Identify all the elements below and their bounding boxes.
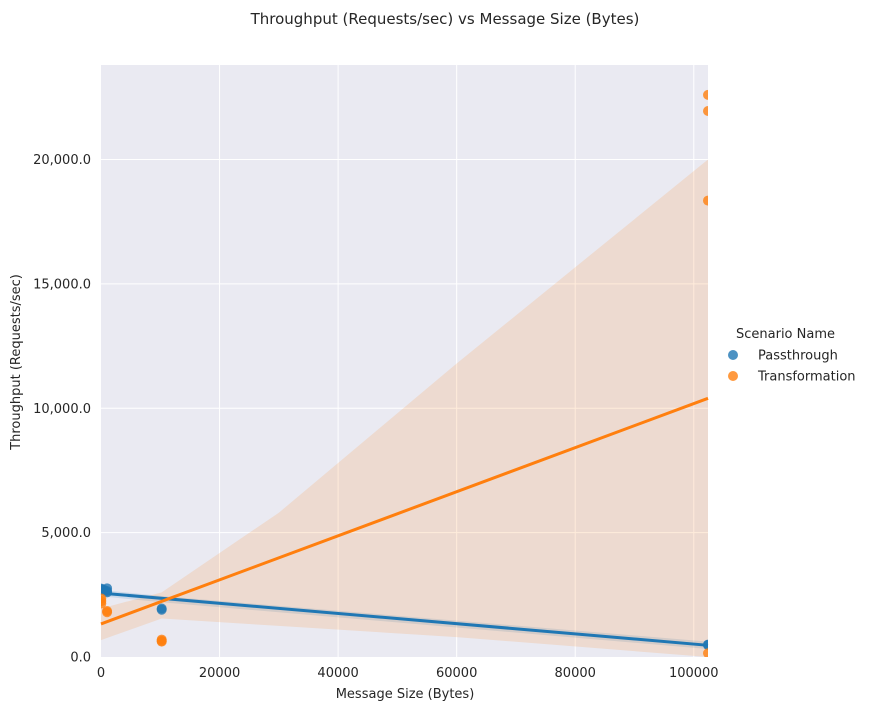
- x-axis-ticks: 0 20000 40000 60000 80000 100000: [97, 666, 719, 681]
- data-point-passthrough: [156, 604, 167, 615]
- x-axis-label: Message Size (Bytes): [336, 687, 475, 702]
- data-point-transformation: [703, 195, 708, 206]
- x-tick-label: 60000: [436, 666, 477, 681]
- legend-marker-transformation: [728, 371, 738, 381]
- x-tick-label: 80000: [555, 666, 596, 681]
- legend-items: Passthrough Transformation: [728, 349, 856, 385]
- data-point-transformation: [703, 106, 708, 117]
- confidence-band-transformation: [101, 159, 708, 658]
- y-axis-ticks: 0.0 5,000.0 10,000.0 15,000.0 20,000.0: [33, 153, 91, 665]
- x-tick-label: 40000: [317, 666, 358, 681]
- y-tick-label: 10,000.0: [33, 402, 91, 417]
- regression-lines: [100, 396, 709, 647]
- data-point-passthrough: [703, 640, 708, 651]
- y-tick-label: 0.0: [70, 651, 91, 666]
- data-point-transformation: [101, 598, 107, 609]
- data-point-transformation: [703, 89, 708, 100]
- chart-title: Throughput (Requests/sec) vs Message Siz…: [250, 10, 640, 28]
- legend-label-passthrough: Passthrough: [758, 349, 838, 364]
- regression-line-transformation: [100, 396, 709, 626]
- y-axis-label: Throughput (Requests/sec): [9, 274, 24, 451]
- legend-title: Scenario Name: [736, 327, 835, 342]
- plot-area: [101, 65, 708, 657]
- data-point-transformation: [703, 648, 708, 657]
- regression-line-passthrough: [100, 591, 709, 647]
- legend: Scenario Name Passthrough Transformation: [728, 327, 856, 385]
- legend-label-transformation: Transformation: [757, 370, 856, 385]
- y-tick-label: 5,000.0: [41, 526, 91, 541]
- data-points: [101, 89, 708, 657]
- y-tick-label: 15,000.0: [33, 277, 91, 292]
- y-tick-label: 20,000.0: [33, 153, 91, 168]
- data-point-transformation: [102, 607, 113, 618]
- legend-marker-passthrough: [728, 350, 738, 360]
- x-tick-label: 0: [97, 666, 105, 681]
- data-point-transformation: [156, 636, 167, 647]
- x-tick-label: 100000: [669, 666, 719, 681]
- gridlines: [101, 65, 708, 657]
- x-tick-label: 20000: [199, 666, 240, 681]
